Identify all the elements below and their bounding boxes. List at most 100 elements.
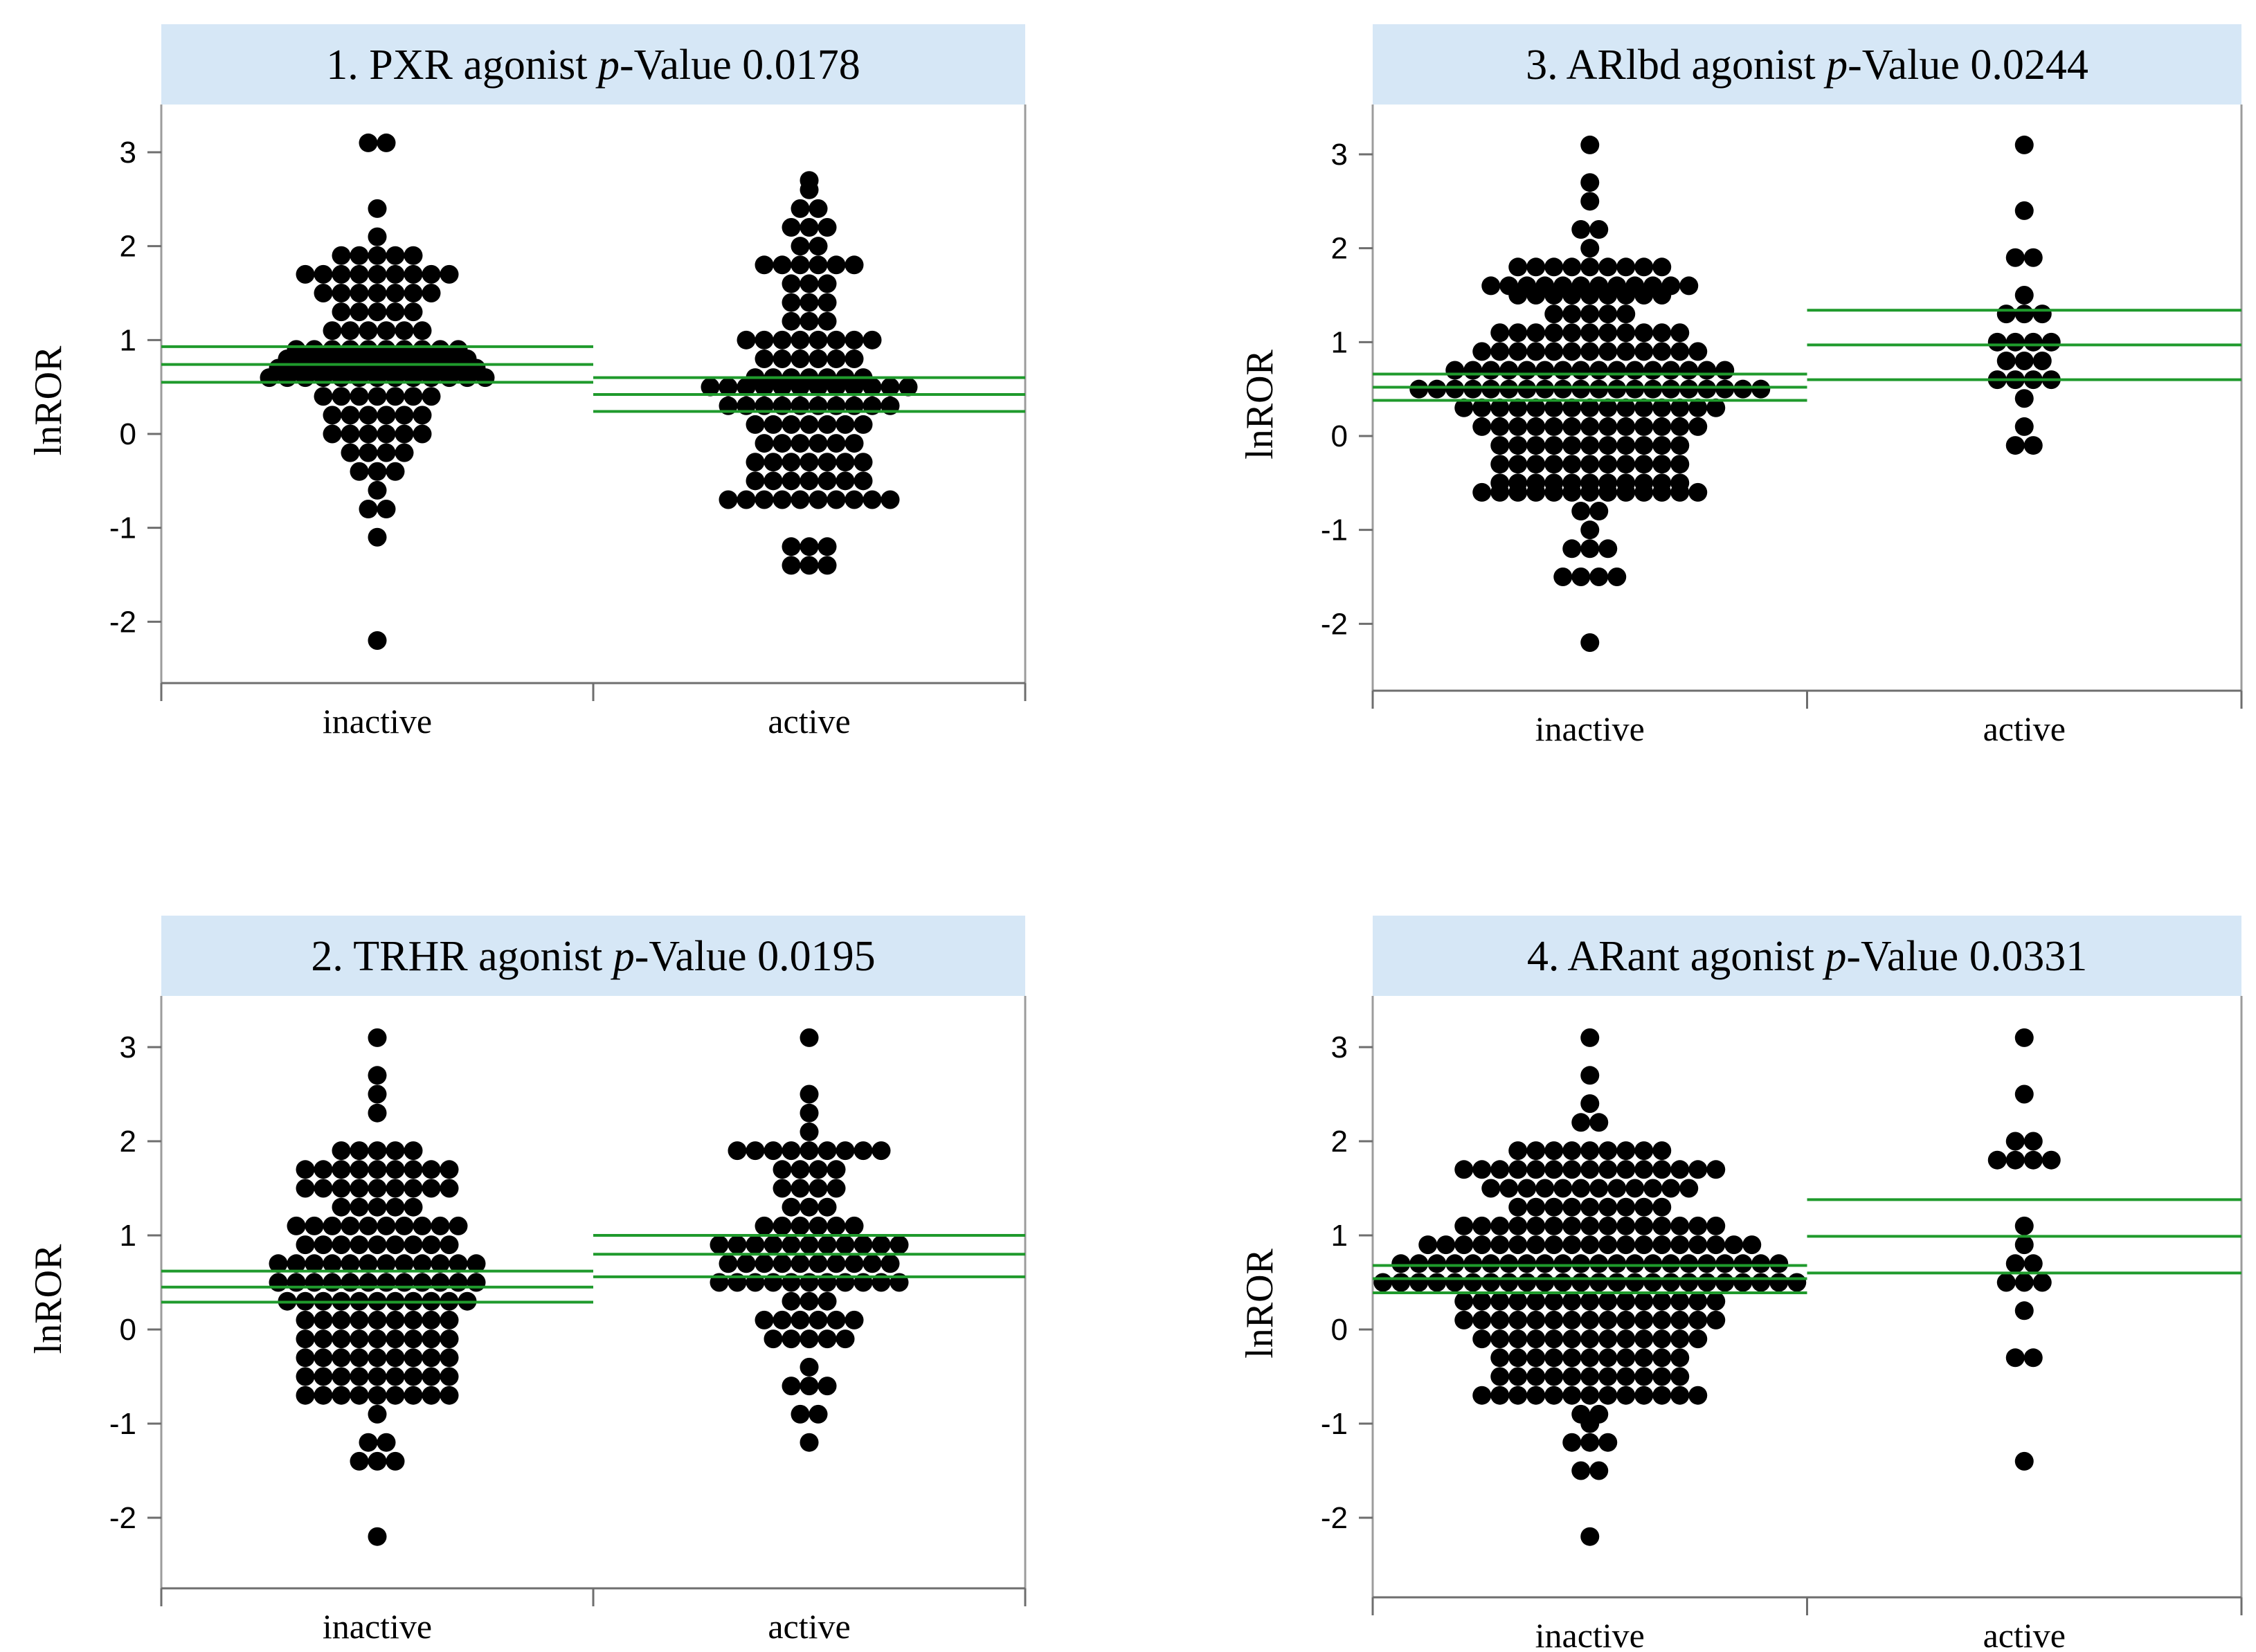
data-point — [1544, 1348, 1564, 1368]
data-point — [773, 1179, 792, 1198]
title-value: 0.0195 — [757, 933, 876, 980]
data-point — [1571, 1254, 1591, 1273]
data-point — [359, 1273, 378, 1292]
title-prefix: 2. TRHR agonist — [311, 933, 613, 980]
data-point — [773, 434, 792, 453]
data-point — [1616, 1310, 1636, 1329]
data-point — [800, 1291, 819, 1311]
data-point — [1607, 1179, 1627, 1198]
data-point — [1580, 539, 1600, 559]
series-active — [593, 1028, 1025, 1452]
data-point — [845, 377, 864, 397]
data-point — [1508, 342, 1528, 361]
data-point — [800, 311, 819, 331]
data-point — [854, 415, 873, 434]
data-point — [1652, 1160, 1672, 1179]
data-point — [332, 1160, 351, 1179]
data-point — [1562, 1310, 1582, 1329]
data-point — [1769, 1273, 1789, 1292]
y-tick-label-5: -2 — [109, 605, 136, 639]
data-point — [845, 330, 864, 350]
data-point — [422, 1310, 441, 1329]
data-point — [1571, 1179, 1591, 1198]
data-point — [1679, 1273, 1699, 1292]
data-point — [1472, 1291, 1492, 1311]
data-point — [773, 255, 792, 275]
data-point — [1670, 417, 1690, 436]
data-point — [1598, 1386, 1618, 1405]
data-point — [818, 1197, 837, 1217]
data-point — [296, 264, 315, 284]
data-point — [1517, 361, 1537, 380]
data-point — [809, 1254, 828, 1273]
data-point — [1652, 417, 1672, 436]
data-point — [1472, 482, 1492, 502]
data-point — [1634, 342, 1654, 361]
data-point — [1526, 323, 1546, 343]
data-point — [359, 1216, 378, 1235]
data-point — [1670, 1348, 1690, 1368]
data-point — [422, 264, 441, 284]
data-point — [800, 415, 819, 434]
y-tick-label-2: 1 — [1331, 1219, 1348, 1253]
data-point — [827, 1160, 846, 1179]
data-point — [1670, 1386, 1690, 1405]
data-point — [395, 1254, 414, 1273]
data-point — [1454, 1310, 1474, 1329]
data-point — [1652, 1291, 1672, 1311]
data-point — [1508, 1367, 1528, 1386]
data-point — [1490, 1348, 1510, 1368]
data-point — [440, 1367, 459, 1386]
data-point — [350, 462, 369, 481]
y-tick-label-4: -1 — [1321, 514, 1348, 547]
data-point — [1652, 455, 1672, 474]
y-tick-label-5: -2 — [109, 1501, 136, 1535]
title-suffix: -Value — [635, 933, 757, 980]
data-point — [1589, 1113, 1609, 1132]
data-point — [350, 246, 369, 265]
data-point — [827, 1254, 846, 1273]
data-point — [332, 1197, 351, 1217]
data-point — [1688, 1386, 1708, 1405]
data-point — [386, 462, 405, 481]
data-point — [2023, 1150, 2043, 1170]
data-point — [1526, 398, 1546, 417]
data-point — [332, 368, 351, 388]
data-point — [791, 255, 810, 275]
data-point — [350, 368, 369, 388]
data-point — [1571, 1273, 1591, 1292]
data-point — [1490, 1216, 1510, 1235]
data-point — [350, 1367, 369, 1386]
y-tick-label-4: -1 — [1321, 1407, 1348, 1441]
data-point — [368, 1310, 387, 1329]
data-point — [449, 1216, 468, 1235]
data-point — [1643, 379, 1663, 399]
data-point — [422, 387, 441, 406]
data-point — [1679, 1254, 1699, 1273]
data-point — [332, 284, 351, 302]
y-tick-label-3: 0 — [120, 417, 136, 451]
data-point — [1454, 398, 1474, 417]
data-point — [1580, 1160, 1600, 1179]
data-point — [1598, 1348, 1618, 1368]
data-point — [782, 293, 801, 312]
category-label-active: active — [768, 1607, 850, 1646]
data-point — [341, 321, 360, 341]
data-point — [818, 274, 837, 293]
data-point — [1616, 1160, 1636, 1179]
data-point — [1589, 1179, 1609, 1198]
data-point — [791, 349, 810, 368]
data-point — [1996, 351, 2016, 370]
data-point — [440, 1386, 459, 1405]
data-point — [1715, 1254, 1735, 1273]
data-point — [809, 434, 828, 453]
data-point — [791, 330, 810, 350]
data-point — [2014, 351, 2034, 370]
data-point — [1769, 1254, 1789, 1273]
data-point — [1706, 1160, 1726, 1179]
data-point — [881, 377, 900, 397]
series-inactive — [1373, 1028, 1807, 1546]
data-point — [872, 1141, 891, 1161]
data-point — [836, 453, 855, 472]
data-point — [1580, 305, 1600, 324]
